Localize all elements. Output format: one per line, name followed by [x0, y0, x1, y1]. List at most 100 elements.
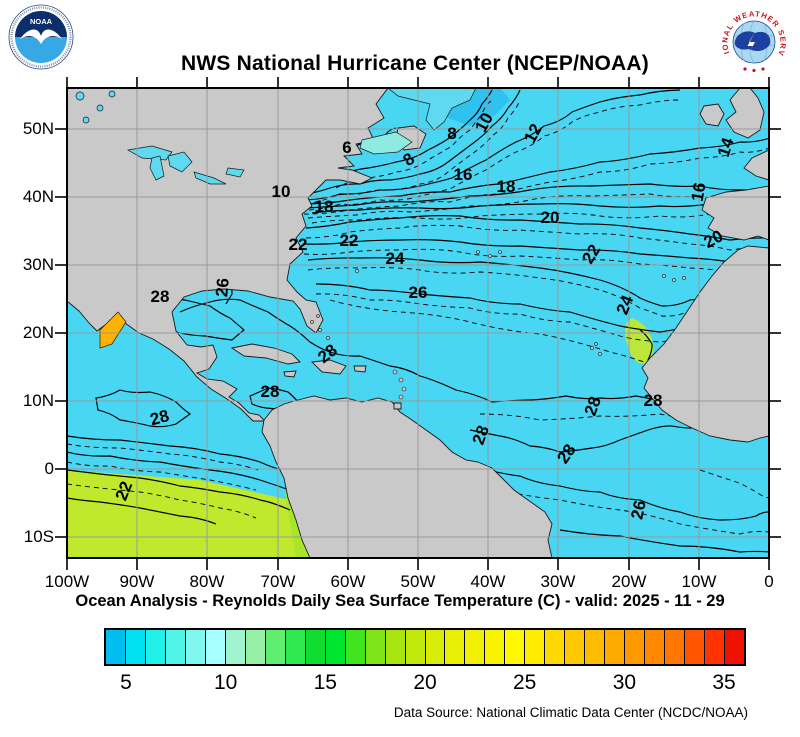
colorbar-cell: [545, 630, 566, 664]
isotherm-value-label: 26: [409, 283, 428, 302]
colorbar-tick-label: 35: [712, 671, 736, 694]
inland-waters: [75, 88, 477, 349]
lake-speck: [108, 90, 116, 98]
isotherm-value-label: 28: [261, 382, 280, 401]
colorbar-cell: [425, 630, 446, 664]
noaa-logo-seagull-icon: [20, 29, 62, 44]
colorbar-cell: [485, 630, 506, 664]
isotherm-line-dashed: [67, 461, 257, 491]
lat-tick-label: 40N: [22, 187, 54, 206]
colorbar-cell: [585, 630, 606, 664]
isotherm-line: [305, 215, 769, 241]
isotherm-value-label: 28: [644, 391, 663, 410]
colorbar-tick-label: 25: [513, 671, 537, 694]
lon-tick-label: 90W: [119, 572, 155, 591]
isotherm-line-dashed: [67, 443, 259, 471]
lon-tick-label: 20W: [611, 572, 647, 591]
nws-logo: NATIONAL WEATHER SERVICE: [718, 6, 789, 77]
isotherm-line-dashed: [305, 224, 769, 251]
water-gulf-st-lawrence: [359, 131, 413, 155]
colorbar: [104, 628, 746, 666]
colorbar-cell: [725, 630, 744, 664]
isotherm-line: [295, 89, 521, 197]
colorbar-cell: [205, 630, 226, 664]
isotherm-value-label: 28: [148, 406, 171, 429]
page-title: NWS National Hurricane Center (NCEP/NOAA…: [181, 52, 649, 75]
isotherm-value-label: 22: [289, 235, 308, 254]
lon-tick-label: 70W: [260, 572, 296, 591]
nws-logo-lightning-icon: [746, 25, 759, 59]
colorbar-cell: [625, 630, 646, 664]
small-islands: [310, 250, 686, 400]
isotherm-line: [95, 389, 192, 428]
colorbar-tick-label: 10: [213, 671, 238, 694]
data-source-credit: Data Source: National Climatic Data Cent…: [393, 705, 748, 720]
isotherm-value-label: 22: [340, 231, 359, 250]
colorbar-cell: [365, 630, 386, 664]
isotherm-value-label: 6: [342, 138, 351, 157]
map-caption: Ocean Analysis - Reynolds Daily Sea Surf…: [75, 592, 725, 610]
colorbar-cell: [345, 630, 366, 664]
isotherm-line: [303, 239, 769, 263]
lake-speck: [75, 91, 85, 101]
land-hispaniola: [311, 359, 347, 375]
land-puerto-rico: [353, 365, 367, 373]
lon-tick-label: 80W: [189, 572, 225, 591]
colorbar-cell: [505, 630, 526, 664]
noaa-logo-ring-text: [10, 6, 72, 68]
land-iberia: [701, 185, 769, 241]
colorbar-cell: [405, 630, 426, 664]
colorbar-cell: [445, 630, 466, 664]
colorbar-cell: [705, 630, 726, 664]
isotherm-value-label: 10: [272, 182, 291, 201]
colorbar-cell: [125, 630, 146, 664]
isotherm-line: [67, 435, 291, 473]
isotherm-value-label: 16: [688, 181, 710, 203]
lake-ontario: [225, 167, 245, 178]
land-masses: [67, 88, 769, 558]
lon-tick-label: 60W: [330, 572, 366, 591]
pacific-cool-patch: [67, 470, 312, 558]
colorbar-cell: [305, 630, 326, 664]
lake-huron: [167, 151, 193, 173]
isotherm-line: [469, 425, 701, 453]
isotherm-value-label: 28: [151, 287, 170, 306]
colorbar-cell: [385, 630, 406, 664]
colorbar-cell: [225, 630, 246, 664]
colorbar-cell: [145, 630, 166, 664]
isotherm-value-label: 26: [627, 499, 650, 521]
noaa-logo-sea: [15, 37, 67, 63]
lat-tick-label: 10N: [22, 391, 54, 410]
axis-ticks: [55, 77, 781, 570]
isotherm-line: [479, 467, 769, 521]
lake-speck: [96, 104, 104, 112]
isotherm-value-label: 26: [212, 277, 233, 298]
lon-tick-label: 50W: [400, 572, 436, 591]
lon-tick-label: 0: [764, 572, 774, 591]
land-ireland: [699, 103, 725, 127]
isotherm-line-dashed: [299, 99, 681, 211]
isotherm-line: [307, 183, 769, 209]
colorbar-cell: [245, 630, 266, 664]
isotherm-line: [67, 451, 296, 493]
lon-tick-label: 100W: [44, 572, 90, 591]
land-cuba: [230, 343, 301, 365]
lon-tick-label: 30W: [540, 572, 576, 591]
colorbar-cell: [285, 630, 306, 664]
lake-speck: [82, 116, 90, 124]
isotherm-line: [67, 497, 217, 525]
colorbar-cell: [665, 630, 686, 664]
colorbar-cell: [325, 630, 346, 664]
lake-erie: [193, 171, 227, 185]
water-hudson-bay: [387, 88, 477, 131]
noaa-logo-sky: [15, 11, 67, 37]
lon-tick-label: 40W: [470, 572, 506, 591]
nws-logo-star: [743, 67, 747, 71]
lat-tick-label: 50N: [22, 119, 54, 138]
isotherm-value-label: 18: [315, 197, 334, 216]
colorbar-cell: [525, 630, 546, 664]
colorbar-tick-label: 5: [120, 671, 132, 694]
nws-logo-star: [761, 67, 765, 71]
